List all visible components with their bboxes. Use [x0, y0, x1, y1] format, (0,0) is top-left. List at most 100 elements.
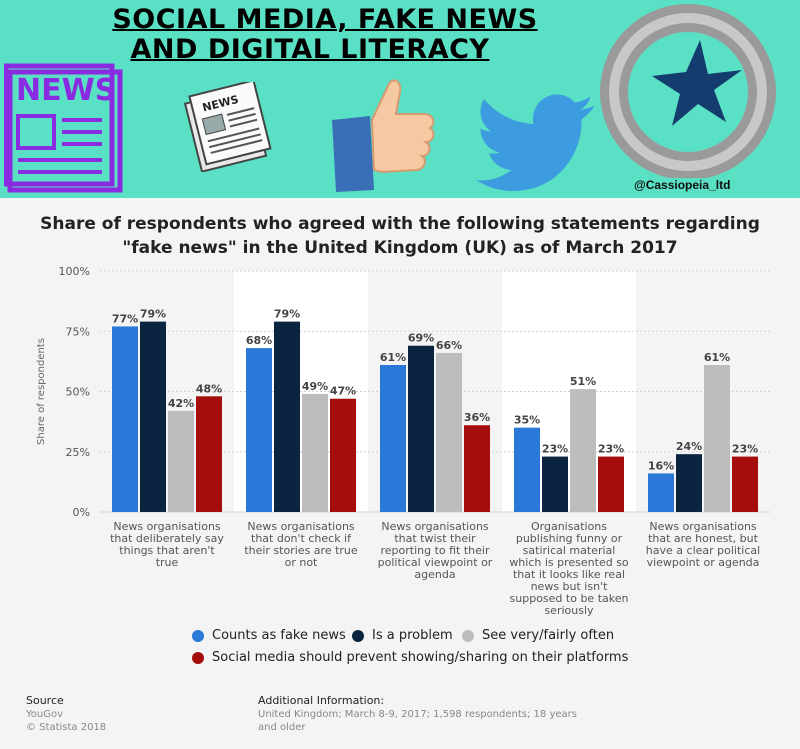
- data-label: 79%: [140, 308, 166, 321]
- y-axis-label: Share of respondents: [36, 338, 47, 445]
- x-tick-label: satirical material: [523, 544, 616, 557]
- bar: [732, 456, 758, 512]
- legend-label: Social media should prevent showing/shar…: [212, 650, 629, 665]
- data-label: 48%: [196, 382, 222, 395]
- x-tick-label: supposed to be taken: [510, 592, 629, 605]
- data-label: 47%: [330, 385, 356, 398]
- bar: [330, 398, 356, 512]
- data-label: 23%: [542, 443, 568, 456]
- cassiopeia-star-logo: [600, 4, 776, 178]
- y-tick-label: 75%: [66, 325, 90, 338]
- legend-item-social-media-should-prevent: Social media should prevent showing/shar…: [192, 650, 628, 665]
- source-label: Source: [26, 694, 64, 707]
- x-tick-label: things that aren't: [119, 544, 215, 557]
- legend-label: Is a problem: [372, 628, 453, 643]
- data-label: 61%: [380, 351, 406, 364]
- bar: [112, 326, 138, 512]
- x-tick-label: true: [156, 556, 179, 569]
- x-tick-label: agenda: [414, 568, 455, 581]
- bar: [570, 389, 596, 512]
- y-tick-label: 50%: [66, 386, 90, 399]
- legend-swatch: [192, 629, 204, 642]
- x-tick-label: reporting to fit their: [380, 544, 489, 557]
- x-tick-label: News organisations: [113, 520, 221, 533]
- x-tick-label: political viewpoint or: [378, 556, 493, 569]
- thumbs-up-icon: [332, 79, 435, 192]
- additional-info-line-1: United Kingdom; March 8-9, 2017; 1,598 r…: [258, 709, 577, 720]
- x-tick-label: their stories are true: [244, 544, 358, 557]
- y-tick-label: 100%: [59, 265, 90, 278]
- bar: [140, 321, 166, 512]
- bar: [598, 456, 624, 512]
- y-tick-label: 0%: [73, 506, 90, 519]
- data-label: 23%: [732, 443, 758, 456]
- chart-area: Share of respondents who agreed with the…: [0, 198, 800, 749]
- x-tick-label: that are honest, but: [648, 532, 759, 545]
- x-tick-label: publishing funny or: [516, 532, 623, 545]
- bar: [648, 473, 674, 512]
- x-tick-label: or not: [285, 556, 318, 569]
- legend-item-see-often: See very/fairly often: [462, 628, 614, 643]
- data-label: 24%: [676, 440, 702, 453]
- bar: [302, 393, 328, 512]
- bar: [542, 456, 568, 512]
- x-tick-label: news but isn't: [531, 580, 609, 593]
- bar: [514, 427, 540, 512]
- x-tick-label: that deliberately say: [110, 532, 224, 545]
- source-value: YouGov: [26, 709, 64, 720]
- x-tick-label: Organisations: [531, 520, 607, 533]
- x-tick-label: News organisations: [247, 520, 355, 533]
- legend-label: See very/fairly often: [482, 628, 615, 643]
- x-tick-label: that it looks like real: [513, 568, 625, 581]
- y-tick-label: 25%: [66, 446, 90, 459]
- additional-info-label: Additional Information:: [258, 694, 385, 707]
- header-banner: SOCIAL MEDIA, FAKE NEWS AND DIGITAL LITE…: [0, 0, 800, 198]
- data-label: 36%: [464, 411, 490, 424]
- legend-item-is-a-problem: Is a problem: [352, 628, 453, 643]
- x-tick-label: viewpoint or agenda: [647, 556, 760, 569]
- data-label: 16%: [648, 459, 674, 472]
- x-tick-label: News organisations: [381, 520, 489, 533]
- legend-swatch: [352, 629, 364, 642]
- newspaper-icon: NEWS: [183, 82, 272, 172]
- bar: [464, 425, 490, 512]
- chart-title: Share of respondents who agreed with the…: [0, 212, 800, 260]
- copyright: © Statista 2018: [26, 722, 107, 733]
- chart-title-line-1: Share of respondents who agreed with the…: [40, 214, 760, 234]
- data-label: 42%: [168, 397, 194, 410]
- bar: [168, 410, 194, 512]
- data-label: 68%: [246, 334, 272, 347]
- legend-label: Counts as fake news: [212, 628, 346, 643]
- x-tick-label: seriously: [544, 604, 594, 617]
- x-tick-label: which is presented so: [509, 556, 629, 569]
- bar: [408, 345, 434, 512]
- news-icon: NEWS: [4, 63, 123, 193]
- data-label: 23%: [598, 443, 624, 456]
- legend-swatch: [192, 651, 204, 664]
- data-label: 49%: [302, 380, 328, 393]
- x-tick-label: that don't check if: [251, 532, 352, 545]
- news-icon-text: NEWS: [16, 73, 116, 108]
- legend-swatch: [462, 629, 474, 642]
- banner-title-line-1: SOCIAL MEDIA, FAKE NEWS: [112, 4, 538, 35]
- legend-item-counts-as-fake-news: Counts as fake news: [192, 628, 346, 643]
- x-tick-label: that twist their: [394, 532, 476, 545]
- bar: [676, 454, 702, 512]
- bar: [274, 321, 300, 512]
- x-tick-label: News organisations: [649, 520, 757, 533]
- banner-title-line-2: AND DIGITAL LITERACY: [130, 34, 490, 65]
- bar: [246, 348, 272, 512]
- data-label: 51%: [570, 375, 596, 388]
- data-label: 61%: [704, 351, 730, 364]
- twitter-bird-icon: [476, 94, 594, 191]
- data-label: 35%: [514, 414, 540, 427]
- data-label: 66%: [436, 339, 462, 352]
- data-label: 79%: [274, 308, 300, 321]
- bar: [196, 396, 222, 512]
- banner-handle: @Cassiopeia_ltd: [634, 178, 731, 192]
- chart-title-line-2: "fake news" in the United Kingdom (UK) a…: [122, 238, 678, 258]
- bar: [704, 364, 730, 512]
- data-label: 77%: [112, 312, 138, 325]
- bar: [380, 364, 406, 512]
